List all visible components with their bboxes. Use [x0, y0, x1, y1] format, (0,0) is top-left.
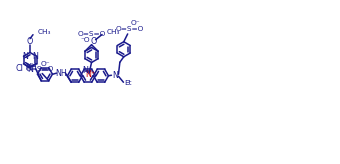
Text: O⁻: O⁻ [131, 20, 140, 26]
Text: Cl: Cl [15, 64, 23, 73]
Text: N: N [22, 52, 28, 61]
Text: O=S=O: O=S=O [26, 66, 54, 72]
Text: CH₃: CH₃ [38, 29, 51, 35]
Text: N⁺: N⁺ [85, 70, 95, 79]
Text: O: O [27, 37, 33, 46]
Text: NH: NH [25, 63, 36, 72]
Text: N: N [27, 64, 33, 73]
Text: O=S=O: O=S=O [116, 26, 144, 32]
Text: O=S=O: O=S=O [78, 31, 106, 37]
Text: O⁻: O⁻ [40, 61, 50, 67]
Text: NH: NH [55, 69, 67, 78]
Text: N: N [113, 71, 118, 80]
Text: N: N [82, 66, 88, 75]
Text: O: O [90, 37, 97, 46]
Text: Et: Et [124, 80, 132, 86]
Text: CH₃: CH₃ [107, 29, 121, 34]
Text: N: N [32, 52, 38, 61]
Text: ⁻O: ⁻O [81, 37, 90, 43]
